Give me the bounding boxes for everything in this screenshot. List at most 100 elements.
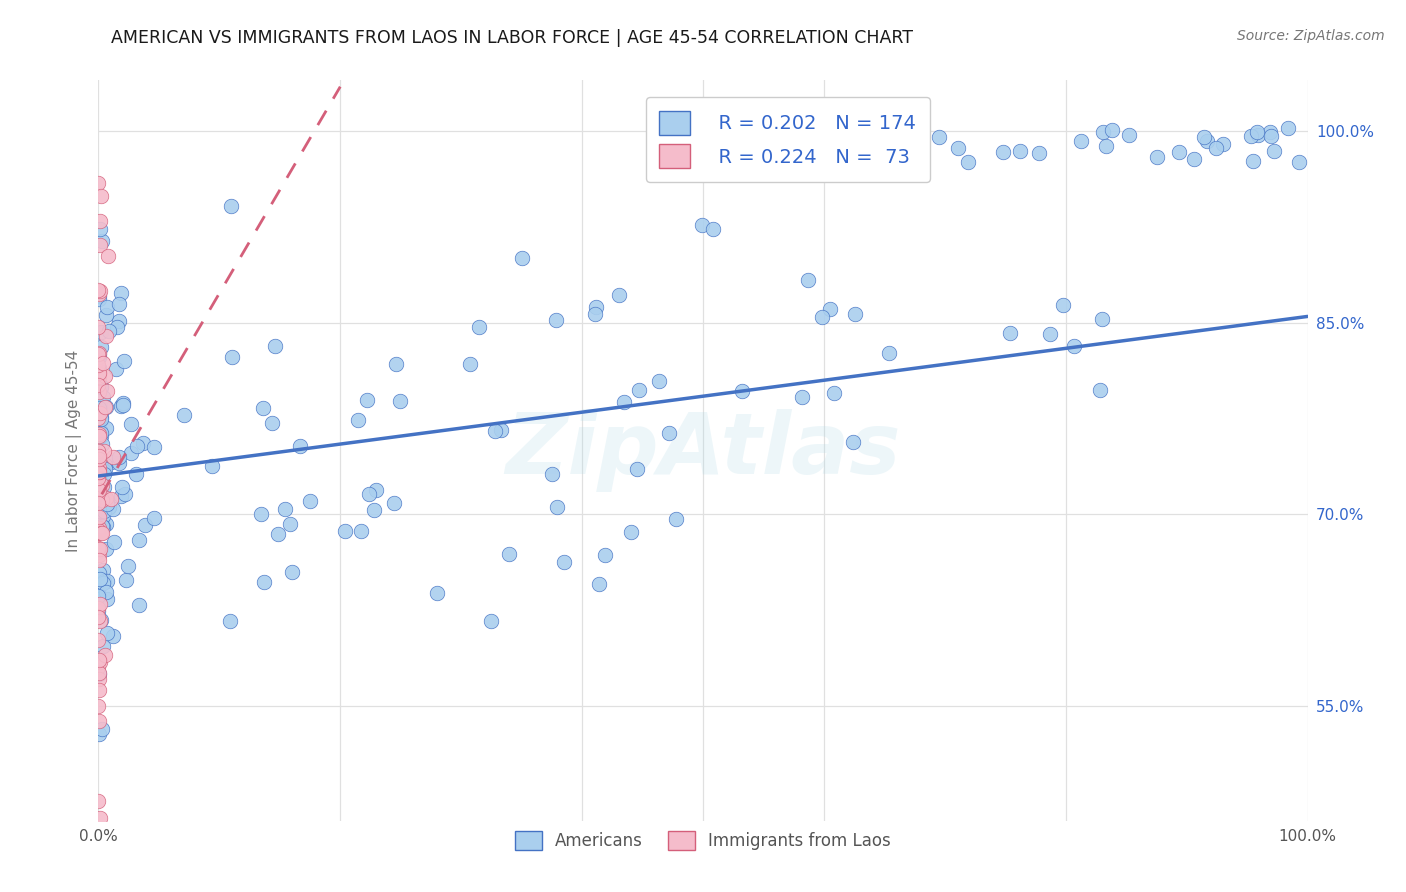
Point <box>94 400 117 414</box>
Point <box>87 429 110 443</box>
Point <box>723 131 745 145</box>
Point <box>546 500 568 514</box>
Point <box>96 494 118 508</box>
Point <box>100 455 122 469</box>
Point <box>91 576 114 591</box>
Text: ZipAtlas: ZipAtlas <box>505 409 901 492</box>
Point <box>87 366 110 380</box>
Point <box>665 512 688 526</box>
Point <box>87 714 110 729</box>
Point <box>87 384 110 399</box>
Point <box>87 610 110 624</box>
Point <box>89 462 111 476</box>
Point <box>89 655 111 669</box>
Point <box>1182 153 1205 167</box>
Point <box>121 417 143 432</box>
Point <box>87 350 110 364</box>
Point <box>96 591 118 606</box>
Point <box>1212 136 1234 151</box>
Point <box>1263 144 1285 158</box>
Point <box>89 474 111 488</box>
Point <box>280 565 302 579</box>
Point <box>1091 125 1114 139</box>
Point <box>823 385 845 400</box>
Point <box>93 443 115 458</box>
Point <box>1039 327 1062 342</box>
Point <box>101 450 124 465</box>
Point <box>87 509 110 524</box>
Point <box>87 541 110 555</box>
Point <box>262 416 284 430</box>
Point <box>87 659 110 673</box>
Point <box>87 601 110 615</box>
Point <box>498 548 520 562</box>
Point <box>1146 150 1168 164</box>
Point <box>1088 384 1111 398</box>
Point <box>90 235 112 249</box>
Point <box>267 526 290 541</box>
Point <box>89 542 111 557</box>
Point <box>94 458 117 472</box>
Point <box>89 474 111 488</box>
Point <box>107 450 129 464</box>
Point <box>89 494 111 508</box>
Point <box>628 383 651 397</box>
Point <box>94 421 117 435</box>
Point <box>120 445 142 459</box>
Point <box>101 629 124 643</box>
Point <box>87 665 110 680</box>
Point <box>87 524 110 538</box>
Point <box>363 503 385 517</box>
Point <box>87 471 110 485</box>
Point <box>87 320 110 334</box>
Point <box>844 147 866 161</box>
Point <box>221 350 243 364</box>
Point <box>264 339 287 353</box>
Text: AMERICAN VS IMMIGRANTS FROM LAOS IN LABOR FORCE | AGE 45-54 CORRELATION CHART: AMERICAN VS IMMIGRANTS FROM LAOS IN LABO… <box>111 29 912 47</box>
Point <box>87 367 110 381</box>
Point <box>1197 134 1219 148</box>
Point <box>89 525 111 540</box>
Point <box>844 307 866 321</box>
Point <box>491 423 513 437</box>
Point <box>755 153 778 168</box>
Point <box>100 492 122 507</box>
Point <box>91 520 114 534</box>
Point <box>692 218 714 232</box>
Point <box>588 576 610 591</box>
Point <box>1091 312 1114 326</box>
Point <box>114 573 136 587</box>
Point <box>110 399 132 413</box>
Point <box>105 320 128 334</box>
Point <box>1247 128 1270 142</box>
Point <box>613 395 636 409</box>
Point <box>87 553 110 567</box>
Point <box>96 585 118 599</box>
Point <box>90 340 112 354</box>
Point <box>89 465 111 479</box>
Point <box>132 436 155 450</box>
Point <box>91 509 114 524</box>
Point <box>91 356 114 370</box>
Point <box>173 408 195 422</box>
Point <box>792 390 814 404</box>
Point <box>128 598 150 612</box>
Point <box>1101 122 1123 136</box>
Point <box>626 462 648 476</box>
Point <box>751 120 773 135</box>
Point <box>87 544 110 558</box>
Point <box>201 458 224 473</box>
Point <box>87 523 110 537</box>
Point <box>87 347 110 361</box>
Point <box>87 794 110 808</box>
Point <box>112 354 135 368</box>
Point <box>96 384 118 398</box>
Point <box>347 413 370 427</box>
Point <box>87 566 110 580</box>
Point <box>87 358 110 372</box>
Point <box>90 189 112 203</box>
Point <box>288 439 311 453</box>
Point <box>90 526 112 541</box>
Point <box>89 361 111 376</box>
Point <box>87 589 110 603</box>
